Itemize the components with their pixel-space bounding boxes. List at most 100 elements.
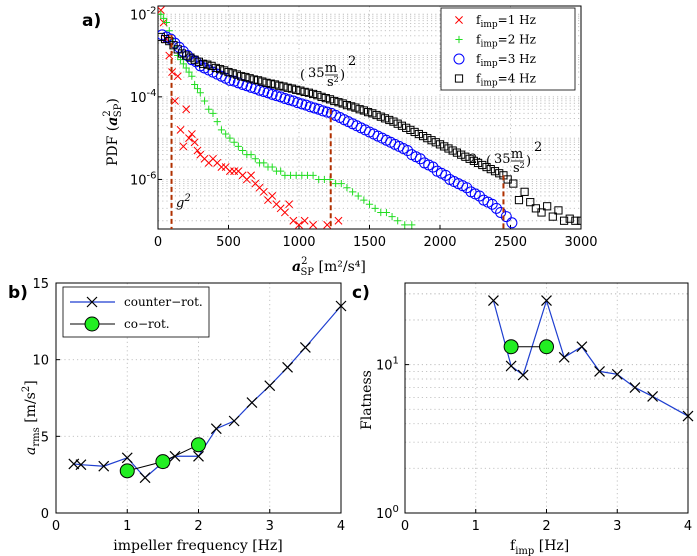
data-point (414, 153, 426, 165)
x-tick-label: 0 (154, 235, 162, 250)
data-point (173, 45, 182, 54)
data-point (490, 202, 502, 214)
panel-label-b: b) (8, 283, 28, 303)
x-tick-label: 2 (194, 519, 202, 534)
legend-marker-2 (84, 316, 100, 332)
x-tick-label: 3 (613, 519, 621, 534)
counter-rot-point (517, 369, 529, 381)
data-point (576, 216, 581, 225)
data-point (234, 142, 242, 151)
data-point (160, 14, 168, 22)
data-point (199, 59, 208, 68)
legend-label-3: fimp=3 Hz (476, 52, 536, 69)
data-point (300, 216, 309, 225)
data-point (360, 196, 368, 204)
legend-marker-3 (453, 53, 465, 65)
counter-rot-point (629, 382, 641, 394)
data-point (334, 216, 343, 225)
y-tick-label: 100 (376, 504, 399, 522)
co-rot-point (191, 437, 206, 453)
annotation-g2: g2 (176, 193, 191, 211)
data-point (385, 115, 394, 125)
x-axis-label-c: fimp [Hz] (510, 538, 569, 556)
annotation-sup: 2 (534, 140, 542, 155)
data-point (287, 84, 297, 93)
data-point (239, 146, 247, 155)
data-point (571, 216, 580, 225)
x-tick-label: 2 (542, 519, 550, 534)
data-point (182, 64, 190, 72)
data-point (495, 169, 504, 178)
data-point (292, 85, 301, 94)
data-point (232, 70, 242, 79)
data-point (292, 97, 304, 109)
counter-rot-point (576, 341, 588, 353)
data-point (279, 82, 288, 91)
series-4 (158, 32, 581, 225)
data-point (215, 65, 225, 74)
counter-rot-point (488, 295, 499, 307)
series-group-a (158, 6, 581, 229)
data-point (514, 195, 524, 205)
data-point (313, 91, 322, 100)
data-point (323, 220, 332, 229)
annotation-sup: 2 (348, 54, 356, 69)
data-point (160, 34, 170, 44)
data-point (285, 200, 294, 209)
annotation-coef: 2· (469, 152, 481, 167)
data-point (371, 204, 379, 212)
legend-label-1: counter−rot. (124, 295, 203, 309)
data-point (182, 51, 191, 60)
data-point (165, 37, 174, 46)
data-point (338, 99, 347, 108)
y-tick-label: 10-4 (130, 88, 157, 106)
counter-rot-line (492, 298, 689, 417)
chart-a: 0 500 1000 1500 2000 2500 3000 10-6 10-4 10-2 a2 SP… (102, 5, 598, 278)
y-tick-label: 10 (32, 354, 49, 369)
counter-rot-point (228, 415, 240, 427)
data-point (193, 146, 202, 155)
counter-rot-point (121, 452, 133, 464)
x-axis-label-b: impeller frequency [Hz] (113, 538, 283, 554)
legend-label-1: fimp=1 Hz (476, 13, 536, 30)
counter-rot-point (282, 361, 293, 373)
data-point (469, 156, 478, 165)
data-point (279, 93, 291, 105)
data-point (440, 142, 449, 151)
data-point (247, 171, 256, 180)
data-point (191, 80, 199, 89)
data-point (478, 160, 487, 170)
annotation-frac-bottom: s2 (513, 161, 525, 176)
data-point (260, 159, 268, 167)
data-point (337, 179, 345, 188)
data-point (368, 109, 377, 118)
x-tick-label: 2500 (494, 235, 527, 250)
y-tick-label: 15 (32, 277, 49, 292)
data-point (531, 204, 540, 213)
panel-label-c: c) (352, 283, 370, 303)
data-point (397, 121, 407, 130)
y-axis-label-c: Flatness (359, 370, 375, 430)
data-point (300, 87, 309, 96)
x-tick-label: 1 (123, 519, 131, 534)
data-point (249, 75, 258, 84)
data-point (225, 167, 234, 176)
counter-rot-point (193, 450, 204, 462)
data-point (506, 217, 518, 229)
data-point (304, 101, 316, 113)
data-point (359, 106, 368, 115)
data-point (309, 89, 318, 99)
y-tick-label: 10-2 (130, 5, 157, 23)
data-point (565, 214, 574, 223)
data-point (280, 208, 289, 217)
data-point (275, 81, 284, 90)
data-point (448, 146, 457, 155)
data-point (213, 118, 221, 126)
data-point (363, 108, 373, 117)
data-point (461, 152, 470, 161)
data-point (482, 162, 491, 172)
data-point (342, 101, 352, 110)
data-point (351, 103, 360, 112)
annotation-number: 35 (494, 152, 511, 167)
data-point (382, 208, 391, 217)
